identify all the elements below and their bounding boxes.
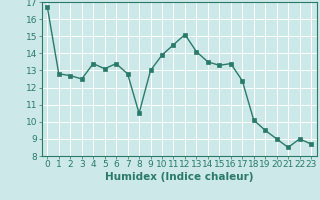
X-axis label: Humidex (Indice chaleur): Humidex (Indice chaleur) [105, 172, 253, 182]
